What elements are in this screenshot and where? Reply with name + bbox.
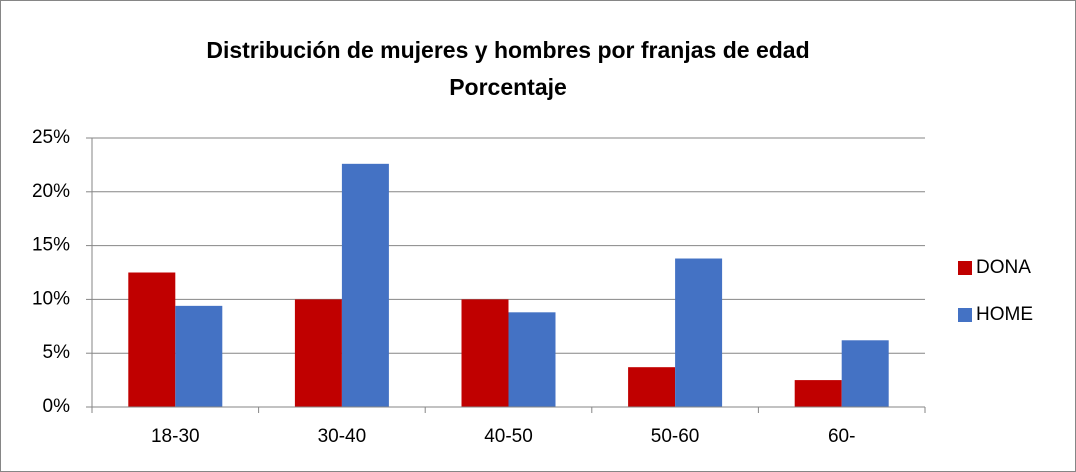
x-tick-label: 18-30 (151, 426, 200, 447)
bar (294, 299, 342, 407)
bar (175, 305, 223, 407)
y-tick-label: 15% (32, 235, 70, 256)
bar (841, 340, 889, 407)
y-tick-label: 20% (32, 181, 70, 202)
y-tick-label: 25% (32, 127, 70, 148)
bar (508, 312, 556, 407)
legend-label: HOME (976, 304, 1033, 325)
x-tick-label: 60- (828, 426, 855, 447)
x-tick-label: 50-60 (651, 426, 700, 447)
bar (128, 272, 176, 407)
y-tick-label: 10% (32, 288, 70, 309)
bar (628, 367, 676, 407)
legend-label: DONA (976, 257, 1031, 278)
bar (341, 163, 389, 407)
y-tick-label: 5% (43, 342, 71, 363)
bar (794, 380, 842, 407)
x-tick-label: 40-50 (484, 426, 533, 447)
x-tick-label: 30-40 (318, 426, 367, 447)
bar (461, 299, 509, 407)
legend-swatch (958, 308, 972, 322)
bar (675, 258, 723, 407)
chart-subtitle: Porcentaje (449, 74, 567, 100)
legend-swatch (958, 261, 972, 275)
y-tick-label: 0% (43, 396, 71, 417)
chart-title: Distribución de mujeres y hombres por fr… (206, 37, 809, 63)
